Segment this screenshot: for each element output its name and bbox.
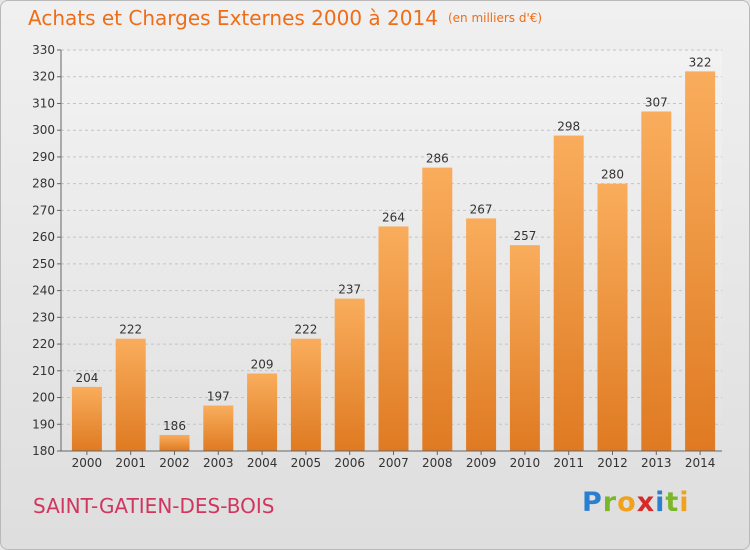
x-tick-label-2011: 2011 — [553, 456, 584, 470]
x-tick-label-2013: 2013 — [641, 456, 672, 470]
x-tick-label-2014: 2014 — [685, 456, 716, 470]
y-tick-label: 250 — [32, 257, 55, 271]
value-label-2003: 197 — [207, 390, 230, 404]
value-label-2007: 264 — [382, 210, 405, 224]
bar-2001 — [115, 338, 146, 451]
logo-letter: x — [636, 487, 656, 518]
x-tick-label-2004: 2004 — [247, 456, 278, 470]
bar-2013 — [641, 111, 672, 451]
y-tick-label: 190 — [32, 417, 55, 431]
bar-2006 — [334, 298, 365, 451]
logo-letter: P — [582, 487, 603, 518]
value-label-2009: 267 — [470, 202, 493, 216]
bar-2010 — [509, 245, 540, 451]
x-tick-label-2012: 2012 — [597, 456, 628, 470]
bar-2007 — [378, 226, 409, 451]
bar-2012 — [597, 183, 628, 451]
value-label-2001: 222 — [119, 323, 142, 337]
x-tick-label-2007: 2007 — [378, 456, 409, 470]
value-label-2004: 209 — [251, 357, 274, 371]
chart-title-text: Achats et Charges Externes 2000 à 2014 — [28, 6, 438, 30]
y-tick-label: 230 — [32, 310, 55, 324]
chart-unit: (en milliers d'€) — [447, 11, 543, 25]
y-tick-label: 200 — [32, 391, 55, 405]
y-tick-label: 260 — [32, 230, 55, 244]
value-label-2014: 322 — [689, 55, 712, 69]
value-label-2013: 307 — [645, 95, 668, 109]
x-tick-label-2003: 2003 — [203, 456, 234, 470]
bar-2002 — [159, 434, 190, 451]
bar-2005 — [290, 338, 321, 451]
value-label-2006: 237 — [338, 283, 361, 297]
x-tick-label-2010: 2010 — [510, 456, 541, 470]
logo-letter: r — [602, 487, 618, 518]
value-label-2005: 222 — [294, 323, 317, 337]
y-tick-label: 210 — [32, 364, 55, 378]
x-tick-label-2002: 2002 — [159, 456, 190, 470]
bar-2000 — [71, 386, 102, 451]
bar-2008 — [422, 167, 453, 452]
y-tick-label: 300 — [32, 123, 55, 137]
proxiti-logo: Proxiti — [582, 487, 690, 518]
y-tick-label: 270 — [32, 203, 55, 217]
axes: 180 190 200 210 220 230 240 250 260 270 280 290 300 3… — [32, 43, 722, 470]
logo-letter: i — [655, 487, 666, 518]
value-label-2000: 204 — [75, 371, 98, 385]
commune-name: SAINT-GATIEN-DES-BOIS — [33, 494, 275, 518]
bars: 204 222 186 197 209 222 237 264 286 267 257 298 280 3… — [71, 55, 716, 452]
bar-2004 — [247, 373, 278, 451]
logo-letter: t — [665, 487, 680, 518]
bar-2011 — [553, 135, 584, 451]
x-tick-label-2008: 2008 — [422, 456, 453, 470]
bar-2009 — [466, 218, 497, 451]
value-label-2002: 186 — [163, 419, 186, 433]
x-tick-label-2006: 2006 — [334, 456, 365, 470]
y-tick-label: 330 — [32, 43, 55, 57]
x-tick-label-2000: 2000 — [72, 456, 103, 470]
y-tick-label: 310 — [32, 96, 55, 110]
x-tick-label-2005: 2005 — [291, 456, 322, 470]
y-tick-label: 220 — [32, 337, 55, 351]
y-tick-label: 290 — [32, 150, 55, 164]
chart-title: Achats et Charges Externes 2000 à 2014 (e… — [28, 6, 542, 30]
x-tick-label-2009: 2009 — [466, 456, 497, 470]
value-label-2012: 280 — [601, 168, 624, 182]
logo-letter: o — [617, 487, 637, 518]
y-tick-label: 320 — [32, 70, 55, 84]
y-tick-label: 240 — [32, 284, 55, 298]
y-tick-label: 280 — [32, 177, 55, 191]
bar-2014 — [685, 71, 716, 452]
value-label-2011: 298 — [557, 120, 580, 134]
logo-letter: i — [679, 487, 690, 518]
value-label-2008: 286 — [426, 152, 449, 166]
x-tick-label-2001: 2001 — [115, 456, 146, 470]
value-label-2010: 257 — [513, 229, 536, 243]
bar-2003 — [203, 405, 234, 451]
y-tick-label: 180 — [32, 444, 55, 458]
